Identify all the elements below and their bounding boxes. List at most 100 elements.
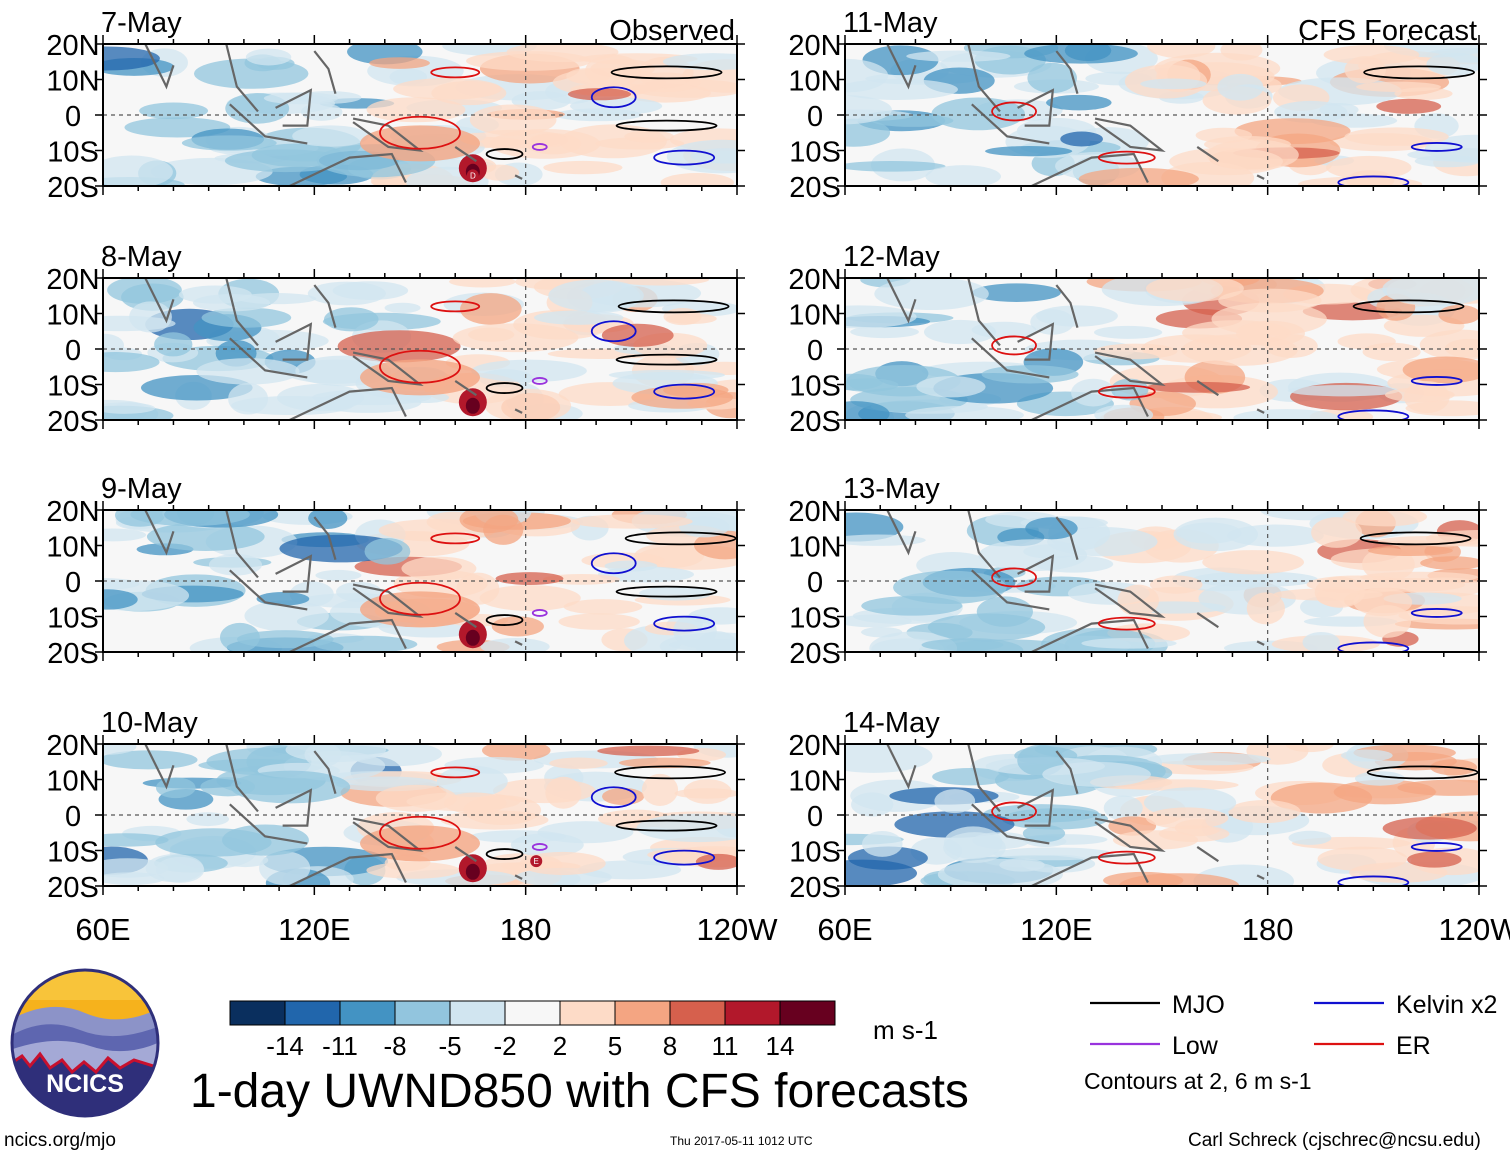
legend-item-kelvin-x2: Kelvin x2 bbox=[1314, 991, 1497, 1019]
lat-tick-label: 20S bbox=[47, 172, 99, 204]
colorbar-swatch bbox=[449, 1000, 506, 1026]
anomaly-patch bbox=[845, 534, 926, 546]
kelvin-contour bbox=[590, 320, 637, 343]
anomaly-patch bbox=[943, 826, 1003, 860]
panel-date-label: 10-May bbox=[101, 707, 198, 739]
lat-tick-label: 20N bbox=[788, 264, 841, 296]
er-contour bbox=[430, 300, 481, 313]
anomaly-patch bbox=[366, 97, 466, 123]
anomaly-patch bbox=[1402, 356, 1479, 384]
anomaly-patch bbox=[444, 756, 544, 774]
er-contour bbox=[991, 335, 1037, 356]
westerly-core bbox=[360, 591, 480, 628]
anomaly-patch bbox=[201, 307, 292, 328]
legend: MJO Kelvin x2 Low ER bbox=[1090, 991, 1497, 1060]
anomaly-patch bbox=[1246, 592, 1285, 625]
anomaly-patch bbox=[563, 599, 643, 615]
colorbar-swatch bbox=[669, 1000, 726, 1026]
anomaly-patch bbox=[384, 302, 421, 314]
anomaly-patch bbox=[601, 323, 674, 347]
anomaly-patch bbox=[549, 757, 608, 769]
anomaly-patch bbox=[845, 859, 918, 886]
storm-marker bbox=[530, 855, 543, 868]
anomaly-patch bbox=[861, 831, 903, 857]
panel-date-label: 8-May bbox=[101, 241, 182, 273]
lat-tick-label: 0 bbox=[65, 801, 81, 833]
er-contour bbox=[1097, 384, 1156, 399]
anomaly-patch bbox=[1094, 325, 1163, 339]
anomaly-patch bbox=[548, 279, 644, 312]
ncics-logo: NCICS bbox=[10, 968, 160, 1118]
anomaly-patch bbox=[1382, 278, 1479, 306]
er-contour bbox=[379, 115, 461, 150]
anomaly-patch bbox=[1140, 78, 1207, 90]
lat-tick-label: 10S bbox=[789, 137, 841, 169]
anomaly-patch bbox=[315, 569, 362, 581]
coastline bbox=[886, 744, 1265, 886]
lat-tick-label: 10S bbox=[47, 371, 99, 403]
footer-url[interactable]: ncics.org/mjo bbox=[4, 1130, 116, 1151]
panel-date-label: 9-May bbox=[101, 473, 182, 505]
anomaly-patch bbox=[323, 307, 379, 332]
anomaly-patch bbox=[906, 50, 1011, 62]
colorbar-swatch bbox=[779, 1000, 836, 1026]
lon-tick-label: 120E bbox=[1020, 912, 1092, 947]
anomaly-patch bbox=[636, 813, 737, 843]
kelvin-contour bbox=[1410, 842, 1463, 852]
anomaly-patch bbox=[845, 744, 933, 773]
lat-tick-label: 20N bbox=[788, 730, 841, 762]
coastline bbox=[886, 44, 1265, 186]
anomaly-patch bbox=[695, 853, 737, 870]
anomaly-patch bbox=[845, 512, 904, 542]
anomaly-patch bbox=[186, 812, 230, 827]
colorbar-tick-label: 14 bbox=[766, 1031, 795, 1061]
panel-date-label: 13-May bbox=[843, 473, 940, 505]
anomaly-patch bbox=[1349, 862, 1448, 883]
anomaly-patch bbox=[479, 585, 581, 611]
anomaly-patch bbox=[624, 130, 674, 143]
lat-tick-label: 10N bbox=[788, 532, 841, 564]
anomaly-patch bbox=[1354, 577, 1466, 592]
anomaly-patch bbox=[893, 570, 1007, 604]
anomaly-patch bbox=[103, 155, 173, 186]
anomaly-field bbox=[103, 510, 737, 652]
anomaly-patch bbox=[366, 861, 461, 879]
anomaly-patch bbox=[558, 613, 640, 630]
anomaly-patch bbox=[103, 352, 160, 373]
anomaly-patch bbox=[1326, 155, 1412, 180]
anomaly-patch bbox=[103, 402, 156, 414]
kelvin-contour bbox=[653, 149, 716, 166]
er-contour bbox=[379, 581, 461, 616]
x-axis-labels: 60E 120E 180 120W 60E 120E 180 120W bbox=[75, 912, 1510, 947]
lon-tick-label: 120W bbox=[697, 912, 779, 947]
anomaly-patch bbox=[200, 777, 256, 797]
anomaly-patch bbox=[683, 779, 732, 804]
legend-label: Low bbox=[1172, 1032, 1219, 1060]
lat-tick-label: 0 bbox=[65, 335, 81, 367]
anomaly-patch bbox=[985, 146, 1073, 157]
anomaly-patch bbox=[230, 770, 351, 804]
lat-tick-label: 0 bbox=[807, 335, 823, 367]
anomaly-patch bbox=[245, 48, 292, 66]
colorbar-tick-label: -2 bbox=[493, 1031, 516, 1061]
storm-label-e: E bbox=[530, 855, 543, 868]
storm-core-inner bbox=[465, 629, 480, 646]
coastline bbox=[886, 510, 1265, 652]
anomaly-patch bbox=[937, 858, 1063, 886]
coastline bbox=[144, 278, 523, 420]
storm-marker bbox=[466, 169, 479, 182]
low-contour bbox=[531, 143, 548, 151]
anomaly-patch bbox=[851, 792, 894, 817]
anomaly-patch bbox=[874, 278, 989, 311]
westerly-core bbox=[360, 125, 480, 162]
anomaly-patch bbox=[103, 589, 138, 610]
anomaly-patch bbox=[1419, 329, 1479, 360]
mjo-contour bbox=[615, 585, 718, 598]
anomaly-patch bbox=[1340, 749, 1393, 762]
lat-tick-label: 20N bbox=[788, 30, 841, 62]
anomaly-patch bbox=[688, 607, 737, 625]
anomaly-patch bbox=[932, 767, 1010, 786]
mjo-contour bbox=[610, 65, 723, 80]
